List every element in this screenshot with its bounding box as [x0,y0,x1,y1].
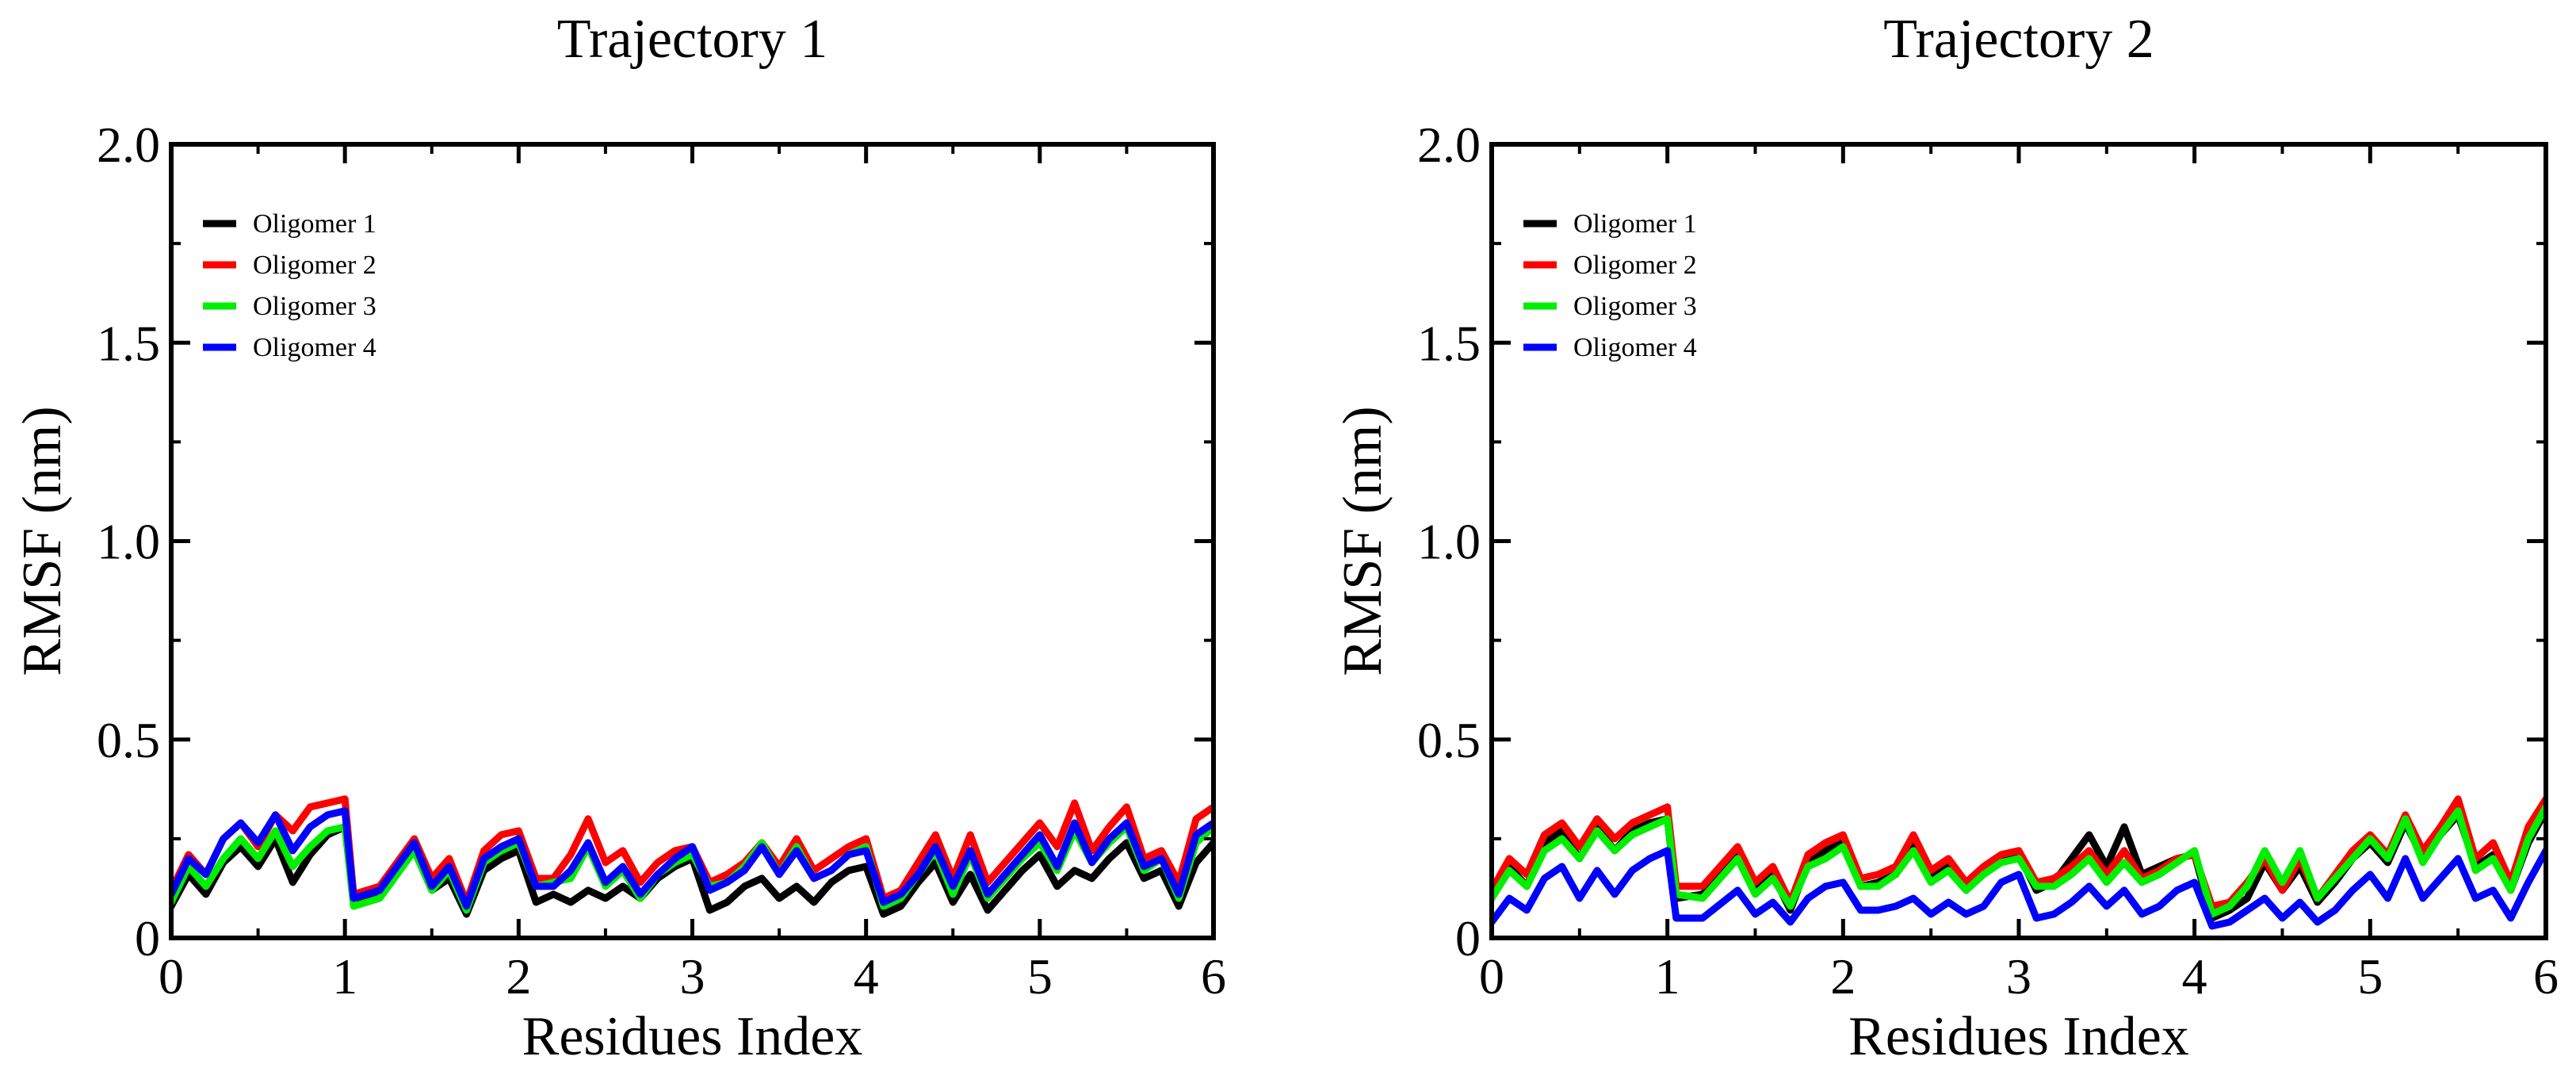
chart-panel-trajectory-2: 0 1 2 3 4 5 6 0 0.5 1.0 1.5 2.0 Trajectory 2 Residues… [1332,9,2559,1067]
y-tick-label: 0 [1455,910,1481,966]
x-tick-label: 5 [2357,948,2383,1005]
series-group [171,795,1213,918]
x-tick-label: 1 [1655,948,1680,1005]
x-axis-label: Residues Index [1848,1006,2189,1067]
y-axis-label: RMSF (nm) [12,406,73,676]
series-line-oligomer-4 [1492,847,2546,930]
legend-label-oligomer-3: Oligomer 3 [1573,292,1697,321]
y-tick-label: 0.5 [97,712,160,768]
y-tick-label: 1.5 [1417,315,1481,371]
legend-label-oligomer-3: Oligomer 3 [253,292,376,321]
x-tick-label: 6 [1201,948,1226,1005]
chart-panel-trajectory-1: 0 1 2 3 4 5 6 0 0.5 1.0 1.5 2.0 Trajectory 1 Residues… [12,9,1226,1067]
series-line-oligomer-3 [1492,803,2546,918]
x-tick-label: 0 [159,948,184,1005]
y-tick-label: 0.5 [1417,712,1481,768]
y-tick-label: 1.5 [97,315,160,371]
x-tick-label: 4 [854,948,879,1005]
x-tick-label: 2 [1830,948,1856,1005]
legend: Oligomer 1 Oligomer 2 Oligomer 3 Oligomer 4 [1523,209,1697,362]
x-tick-label: 0 [1479,948,1504,1005]
y-tick-label: 0 [135,910,160,966]
x-tick-label: 3 [2006,948,2031,1005]
legend: Oligomer 1 Oligomer 2 Oligomer 3 Oligomer 4 [203,209,376,362]
x-tick-label: 4 [2182,948,2207,1005]
legend-label-oligomer-2: Oligomer 2 [1573,251,1697,280]
y-tick-label: 2.0 [1417,117,1481,173]
y-axis-label: RMSF (nm) [1332,406,1393,676]
x-tick-label: 6 [2533,948,2559,1005]
series-group [1492,795,2546,930]
legend-label-oligomer-1: Oligomer 1 [1573,209,1697,239]
legend-label-oligomer-1: Oligomer 1 [253,209,376,239]
series-line-oligomer-4 [171,807,1213,910]
x-axis-label: Residues Index [522,1006,863,1067]
legend-label-oligomer-2: Oligomer 2 [253,251,376,280]
legend-label-oligomer-4: Oligomer 4 [253,333,376,362]
x-tick-label: 1 [332,948,357,1005]
x-tick-label: 5 [1027,948,1053,1005]
y-tick-label: 1.0 [1417,514,1481,570]
x-tick-label: 2 [506,948,531,1005]
chart-title: Trajectory 1 [557,9,828,70]
x-tick-label: 3 [680,948,705,1005]
y-tick-label: 1.0 [97,514,160,570]
chart-title: Trajectory 2 [1883,9,2154,70]
y-tick-label: 2.0 [97,117,160,173]
legend-label-oligomer-4: Oligomer 4 [1573,333,1697,362]
